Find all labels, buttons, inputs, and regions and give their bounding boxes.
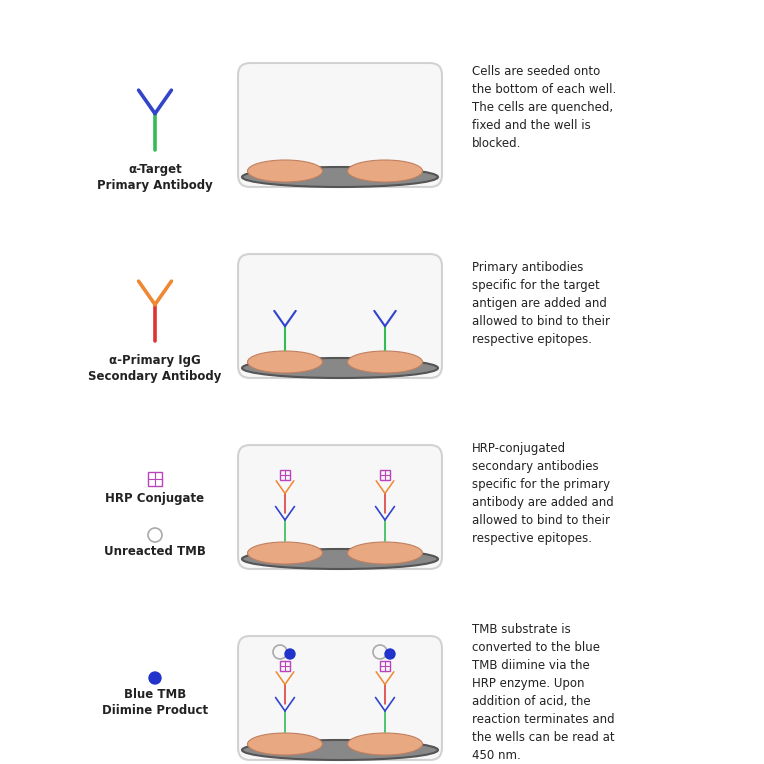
Ellipse shape: [248, 542, 322, 564]
Text: HRP Conjugate: HRP Conjugate: [105, 492, 205, 505]
Text: Blue TMB
Diimine Product: Blue TMB Diimine Product: [102, 688, 208, 717]
Text: α-Primary IgG
Secondary Antibody: α-Primary IgG Secondary Antibody: [89, 354, 222, 383]
FancyBboxPatch shape: [238, 445, 442, 569]
Ellipse shape: [348, 160, 422, 182]
Ellipse shape: [248, 733, 322, 755]
Text: Cells are seeded onto
the bottom of each well.
The cells are quenched,
fixed and: Cells are seeded onto the bottom of each…: [472, 65, 617, 150]
Text: TMB substrate is
converted to the blue
TMB diimine via the
HRP enzyme. Upon
addi: TMB substrate is converted to the blue T…: [472, 623, 614, 762]
Text: Unreacted TMB: Unreacted TMB: [104, 545, 206, 558]
Ellipse shape: [242, 549, 438, 569]
FancyBboxPatch shape: [238, 254, 442, 378]
Circle shape: [285, 649, 295, 659]
Text: Primary antibodies
specific for the target
antigen are added and
allowed to bind: Primary antibodies specific for the targ…: [472, 261, 610, 346]
FancyBboxPatch shape: [238, 636, 442, 760]
FancyBboxPatch shape: [238, 63, 442, 187]
Circle shape: [385, 649, 395, 659]
Ellipse shape: [242, 167, 438, 187]
Ellipse shape: [348, 733, 422, 755]
Ellipse shape: [248, 160, 322, 182]
Ellipse shape: [242, 740, 438, 760]
Ellipse shape: [248, 351, 322, 373]
Ellipse shape: [348, 542, 422, 564]
Text: α-Target
Primary Antibody: α-Target Primary Antibody: [97, 163, 213, 192]
Ellipse shape: [348, 351, 422, 373]
Ellipse shape: [242, 358, 438, 378]
Text: HRP-conjugated
secondary antibodies
specific for the primary
antibody are added : HRP-conjugated secondary antibodies spec…: [472, 442, 613, 545]
Circle shape: [149, 672, 161, 684]
